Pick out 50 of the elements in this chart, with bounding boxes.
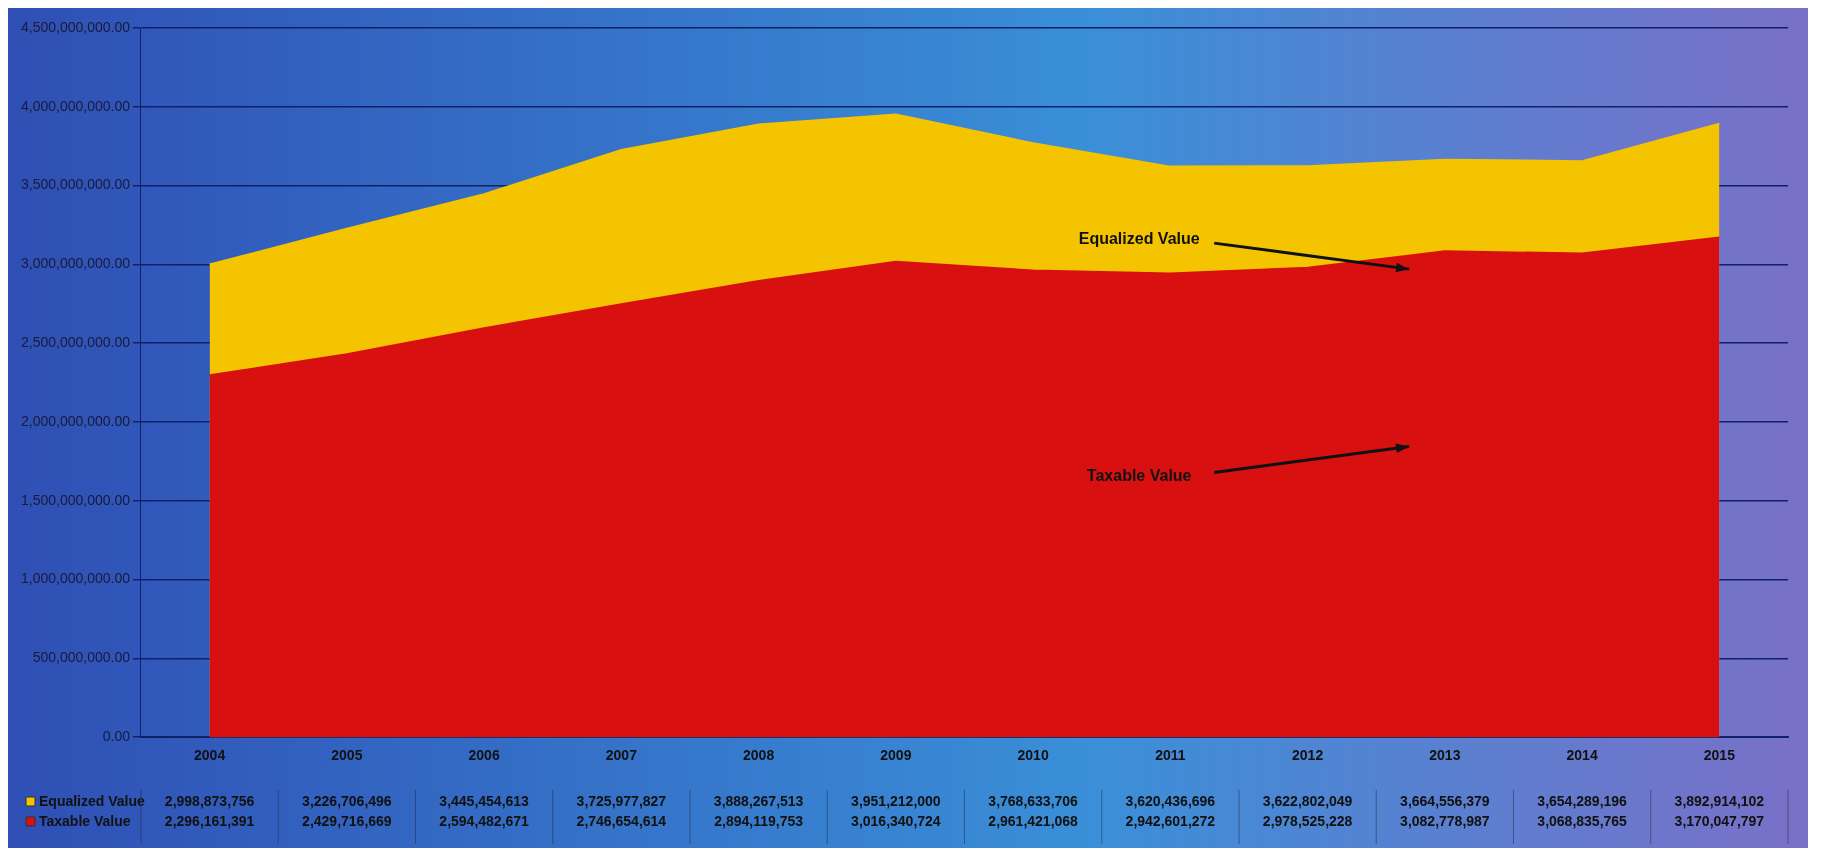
data-label: 3,068,835,765 (1537, 812, 1628, 829)
x-tick-label: 2008 (743, 747, 775, 764)
data-label: 3,226,706,496 (302, 792, 392, 809)
annotation: Equalized Value (1078, 229, 1200, 247)
x-tick-label: 2012 (1292, 747, 1324, 764)
data-label: 3,170,047,797 (1674, 812, 1765, 829)
y-tick-label: 1,000,000,000.00 (20, 570, 131, 587)
data-label: 3,888,267,513 (713, 792, 804, 809)
data-label: 3,620,436,696 (1125, 792, 1216, 809)
data-label: 3,654,289,196 (1537, 792, 1628, 809)
legend-label: Taxable Value (39, 812, 131, 829)
y-tick-label: 4,500,000,000.00 (20, 18, 131, 35)
x-tick-label: 2007 (605, 747, 638, 764)
data-label: 2,746,654,614 (576, 812, 667, 829)
x-tick-label: 2006 (468, 747, 500, 764)
data-label: 2,429,716,669 (302, 812, 392, 829)
data-label: 3,892,914,102 (1674, 792, 1765, 809)
y-tick-label: 3,500,000,000.00 (20, 176, 131, 193)
data-label: 3,082,778,987 (1400, 812, 1490, 829)
data-label: 3,768,633,706 (988, 792, 1079, 809)
data-label: 2,978,525,228 (1262, 812, 1353, 829)
x-tick-label: 2010 (1017, 747, 1049, 764)
x-tick-label: 2005 (331, 747, 363, 764)
x-tick-label: 2011 (1155, 747, 1186, 764)
y-tick-label: 3,000,000,000.00 (20, 255, 131, 272)
x-tick-label: 2015 (1703, 747, 1736, 764)
x-tick-label: 2009 (880, 747, 912, 764)
data-label: 3,951,212,000 (851, 792, 941, 809)
data-label: 3,664,556,379 (1400, 792, 1490, 809)
data-label: 2,894,119,753 (714, 812, 804, 829)
y-tick-label: 2,000,000,000.00 (20, 412, 131, 429)
x-tick-label: 2014 (1566, 747, 1598, 764)
data-label: 2,942,601,272 (1125, 812, 1216, 829)
data-label: 3,725,977,827 (576, 792, 667, 809)
x-tick-label: 2004 (194, 747, 226, 764)
data-label: 2,594,482,671 (439, 812, 530, 829)
annotation: Taxable Value (1086, 466, 1192, 484)
y-tick-label: 2,500,000,000.00 (20, 334, 131, 351)
y-tick-label: 500,000,000.00 (32, 649, 131, 666)
data-label: 2,998,873,756 (164, 792, 255, 809)
data-label: 3,622,802,049 (1262, 792, 1353, 809)
y-tick-label: 0.00 (102, 728, 131, 745)
y-tick-label: 4,000,000,000.00 (20, 97, 131, 114)
y-tick-label: 1,500,000,000.00 (20, 491, 131, 508)
data-label: 3,445,454,613 (439, 792, 530, 809)
data-label: 3,016,340,724 (851, 812, 941, 829)
data-label: 2,296,161,391 (164, 812, 255, 829)
x-tick-label: 2013 (1429, 747, 1461, 764)
legend-label: Equalized Value (39, 792, 146, 809)
data-label: 2,961,421,068 (988, 812, 1079, 829)
